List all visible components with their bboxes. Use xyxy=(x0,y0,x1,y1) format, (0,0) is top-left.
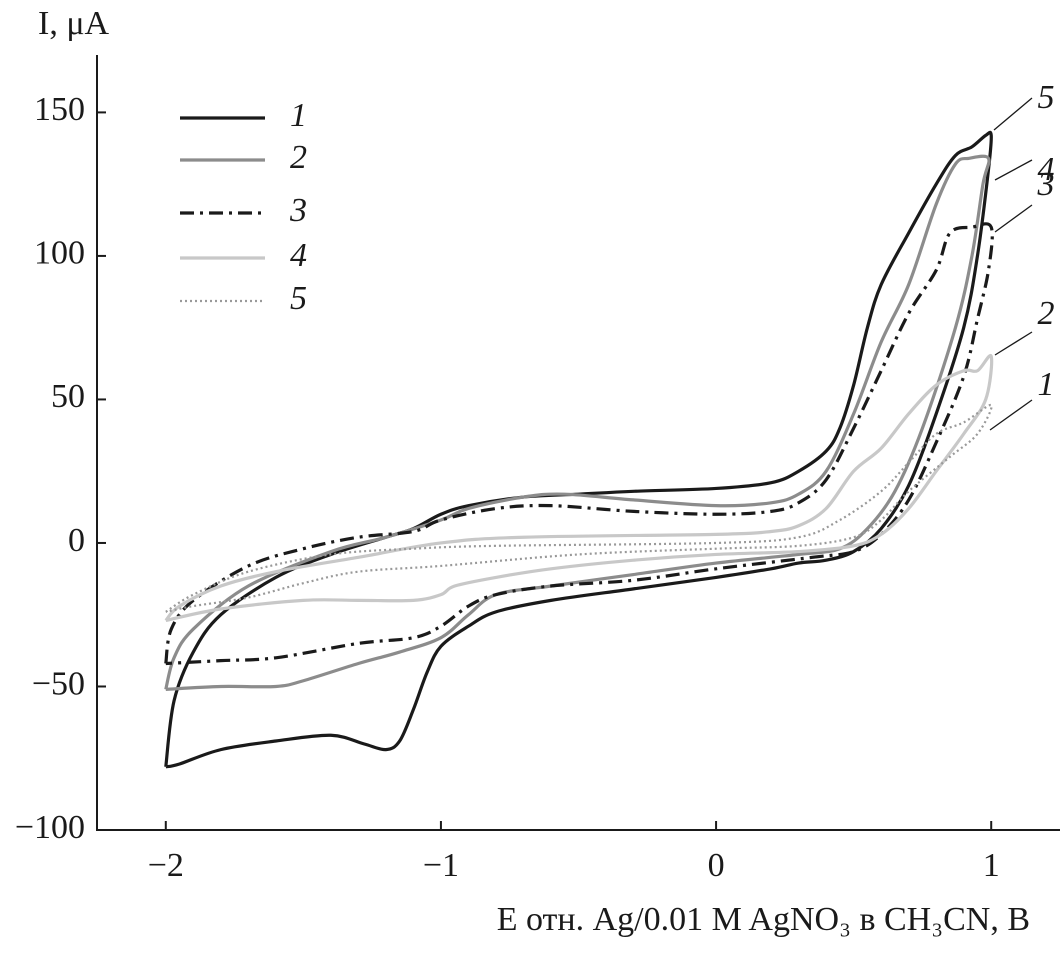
leader-line xyxy=(989,399,1033,431)
curve-annotation: 1 xyxy=(1038,366,1055,403)
cv-curve xyxy=(164,222,994,666)
curve-annotation: 4 xyxy=(1038,151,1055,188)
x-axis-label: E отн. Ag/0.01 M AgNO₃ в CH₃CN, В xyxy=(497,901,1030,938)
y-tick-label: −50 xyxy=(32,665,85,702)
x-tick-label: 0 xyxy=(708,847,725,884)
y-tick-label: 100 xyxy=(34,235,85,272)
leader-line xyxy=(993,97,1033,131)
y-tick-label: −100 xyxy=(15,809,85,846)
cv-curve xyxy=(164,130,993,769)
curve-annotation: 3 xyxy=(1037,166,1055,203)
leader-line xyxy=(994,159,1033,181)
cv-curve xyxy=(165,404,993,613)
cv-curve xyxy=(164,353,994,623)
y-axis-label: I, μA xyxy=(38,5,110,42)
legend-label: 3 xyxy=(289,192,307,229)
x-tick-label: 1 xyxy=(983,847,1000,884)
legend-label: 5 xyxy=(290,280,307,317)
leader-line xyxy=(994,204,1033,233)
curve-annotation: 2 xyxy=(1038,295,1055,332)
cv-curve xyxy=(164,154,991,691)
legend-label: 2 xyxy=(290,139,307,176)
x-tick-label: −1 xyxy=(423,847,459,884)
curve-annotation: 5 xyxy=(1038,79,1055,116)
y-tick-label: 150 xyxy=(34,91,85,128)
leader-line xyxy=(994,331,1033,356)
x-tick-label: −2 xyxy=(148,847,184,884)
legend-label: 1 xyxy=(290,97,307,134)
y-tick-label: 0 xyxy=(68,522,85,559)
y-tick-label: 50 xyxy=(51,378,85,415)
legend-label: 4 xyxy=(290,237,307,274)
